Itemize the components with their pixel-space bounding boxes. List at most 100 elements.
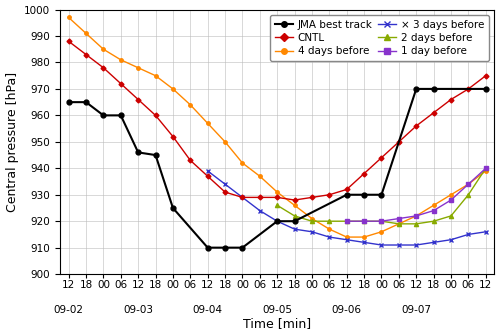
CNTL <box>135 97 141 101</box>
Line: CNTL: CNTL <box>67 40 488 202</box>
4 days before <box>413 214 419 218</box>
JMA best track <box>274 219 280 223</box>
JMA best track <box>170 206 176 210</box>
3 days before <box>257 209 263 213</box>
1 day before <box>466 182 471 186</box>
Line: JMA best track: JMA best track <box>66 86 488 250</box>
4 days before <box>430 203 436 207</box>
1 day before <box>344 219 349 223</box>
JMA best track <box>66 100 71 104</box>
2 days before <box>430 219 436 223</box>
CNTL <box>257 195 263 199</box>
2 days before <box>344 219 349 223</box>
CNTL <box>430 111 436 115</box>
3 days before <box>222 182 228 186</box>
JMA best track <box>361 193 367 197</box>
1 day before <box>378 219 384 223</box>
CNTL <box>344 187 349 192</box>
2 days before <box>309 219 315 223</box>
4 days before <box>257 174 263 178</box>
2 days before <box>361 219 367 223</box>
JMA best track <box>483 87 489 91</box>
X-axis label: Time [min]: Time [min] <box>243 318 312 330</box>
3 days before <box>344 238 349 242</box>
2 days before <box>483 166 489 170</box>
4 days before <box>152 74 158 78</box>
JMA best track <box>222 246 228 250</box>
2 days before <box>274 203 280 207</box>
CNTL <box>292 198 298 202</box>
CNTL <box>274 195 280 199</box>
4 days before <box>326 227 332 231</box>
4 days before <box>100 47 106 51</box>
1 day before <box>448 198 454 202</box>
CNTL <box>83 52 89 56</box>
4 days before <box>118 58 124 62</box>
JMA best track <box>413 87 419 91</box>
2 days before <box>466 193 471 197</box>
1 day before <box>430 209 436 213</box>
3 days before <box>413 243 419 247</box>
JMA best track <box>292 219 298 223</box>
JMA best track <box>378 193 384 197</box>
CNTL <box>222 190 228 194</box>
4 days before <box>378 230 384 234</box>
4 days before <box>466 182 471 186</box>
Line: 4 days before: 4 days before <box>67 16 488 239</box>
CNTL <box>309 195 315 199</box>
CNTL <box>396 140 402 144</box>
2 days before <box>378 219 384 223</box>
1 day before <box>483 166 489 170</box>
4 days before <box>135 66 141 70</box>
3 days before <box>430 240 436 244</box>
JMA best track <box>135 151 141 155</box>
CNTL <box>170 134 176 138</box>
1 day before <box>396 216 402 220</box>
3 days before <box>448 238 454 242</box>
JMA best track <box>100 113 106 117</box>
3 days before <box>274 219 280 223</box>
JMA best track <box>344 193 349 197</box>
Line: 2 days before: 2 days before <box>275 166 488 226</box>
JMA best track <box>430 87 436 91</box>
JMA best track <box>118 113 124 117</box>
3 days before <box>378 243 384 247</box>
3 days before <box>483 230 489 234</box>
Y-axis label: Central pressure [hPa]: Central pressure [hPa] <box>6 72 18 212</box>
2 days before <box>292 214 298 218</box>
CNTL <box>118 82 124 86</box>
4 days before <box>396 222 402 226</box>
4 days before <box>361 235 367 239</box>
4 days before <box>204 121 210 125</box>
CNTL <box>188 158 194 162</box>
Legend: JMA best track, CNTL, 4 days before, × 3 days before, 2 days before, 1 day befor: JMA best track, CNTL, 4 days before, × 3… <box>270 15 489 61</box>
2 days before <box>396 222 402 226</box>
4 days before <box>274 190 280 194</box>
CNTL <box>466 87 471 91</box>
Line: 3 days before: 3 days before <box>206 168 488 247</box>
JMA best track <box>83 100 89 104</box>
4 days before <box>344 235 349 239</box>
CNTL <box>152 113 158 117</box>
CNTL <box>240 195 246 199</box>
Line: 1 day before: 1 day before <box>345 167 488 223</box>
3 days before <box>326 235 332 239</box>
4 days before <box>240 161 246 165</box>
4 days before <box>309 216 315 220</box>
3 days before <box>466 233 471 237</box>
4 days before <box>83 31 89 35</box>
CNTL <box>361 172 367 176</box>
2 days before <box>413 222 419 226</box>
2 days before <box>448 214 454 218</box>
CNTL <box>66 39 71 43</box>
CNTL <box>100 66 106 70</box>
1 day before <box>413 214 419 218</box>
2 days before <box>326 219 332 223</box>
3 days before <box>204 169 210 173</box>
4 days before <box>448 193 454 197</box>
1 day before <box>361 219 367 223</box>
4 days before <box>188 103 194 107</box>
CNTL <box>326 193 332 197</box>
3 days before <box>292 227 298 231</box>
4 days before <box>222 140 228 144</box>
